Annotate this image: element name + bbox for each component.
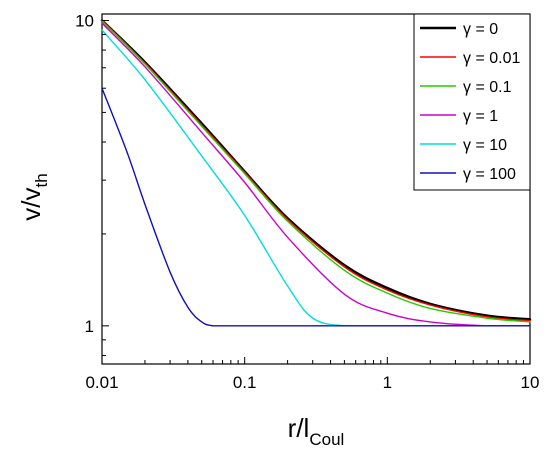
series-line-5: [101, 87, 531, 327]
x-tick-label: 1: [383, 373, 392, 392]
x-axis-title-subscript: Coul: [309, 430, 344, 449]
legend-label-2: γ = 0.1: [463, 79, 512, 96]
x-tick-label: 0.01: [85, 373, 118, 392]
x-axis-title: r/lCoul: [288, 413, 345, 449]
x-axis-title-main: r/l: [288, 413, 310, 443]
axis-ticks: 0.01 0.1 1 10 1 10: [75, 11, 539, 392]
legend-label-0: γ = 0: [463, 21, 498, 38]
legend-label-4: γ = 10: [463, 137, 507, 154]
series-line-0: [100, 19, 532, 321]
legend-label-1: γ = 0.01: [463, 50, 520, 67]
y-axis-title-subscript: th: [32, 173, 51, 187]
legend-label-3: γ = 1: [463, 108, 498, 125]
legend-box: [413, 13, 531, 191]
y-axis-title: v/vth: [16, 173, 51, 220]
series-line-2: [101, 20, 531, 323]
legend-label-5: γ = 100: [463, 166, 516, 183]
svg-text:v/vth: v/vth: [16, 173, 51, 220]
y-tick-label: 1: [85, 317, 94, 336]
data-curves: [100, 19, 532, 327]
x-tick-label: 10: [521, 373, 540, 392]
series-line-3: [101, 22, 531, 327]
x-tick-label: 0.1: [233, 373, 257, 392]
y-tick-label: 10: [75, 11, 94, 30]
legend: γ = 0 γ = 0.01 γ = 0.1 γ = 1 γ = 10 γ = 100: [413, 13, 531, 191]
series-line-1: [101, 19, 531, 322]
y-axis-title-main: v/v: [16, 187, 46, 220]
